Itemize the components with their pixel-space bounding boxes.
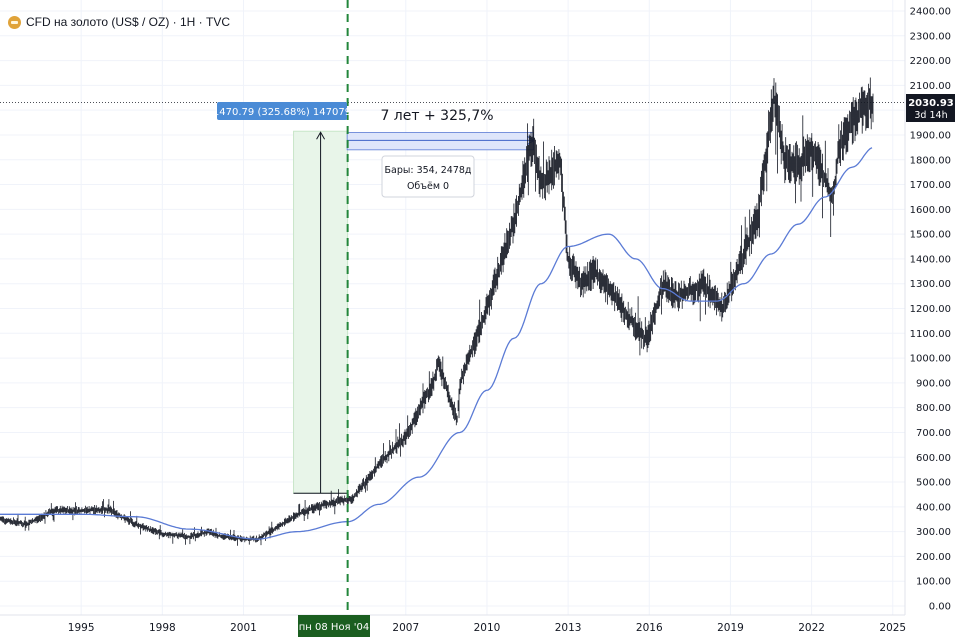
date-range-rect	[346, 132, 534, 151]
crosshair-date-label: пн 08 Ноя '04	[298, 615, 370, 637]
y-tick-label: 100.00	[916, 577, 951, 588]
x-tick-label: 2016	[636, 622, 663, 634]
x-tick-label: 2025	[879, 622, 906, 634]
chart-overlays	[0, 0, 905, 615]
range-bars-text: Бары: 354, 2478д	[384, 165, 471, 176]
y-tick-label: 0.00	[929, 602, 951, 613]
y-tick-label: 1500.00	[910, 230, 951, 241]
y-tick-label: 1800.00	[910, 155, 951, 166]
time-scale[interactable]: 1995 1998 2001 2007 2010 2013 2016 2019 2022 2025	[68, 622, 906, 634]
y-tick-label: 1300.00	[910, 279, 951, 290]
x-tick-label: 2010	[474, 622, 501, 634]
y-tick-label: 1600.00	[910, 205, 951, 216]
range-title: 7 лет + 325,7%	[380, 108, 493, 124]
y-tick-label: 2100.00	[910, 81, 951, 92]
y-tick-label: 700.00	[916, 428, 951, 439]
date-range-measure[interactable]	[346, 132, 535, 151]
x-tick-label: 2022	[798, 622, 825, 634]
measure-label-text: 1470.79 (325.68%) 147079	[213, 107, 351, 118]
bar-countdown: 3d 14h	[914, 110, 947, 121]
gold-bar-icon	[8, 15, 21, 29]
symbol-title: CFD на золото (US$ / OZ) · 1Н · TVC	[26, 15, 230, 29]
y-tick-label: 200.00	[916, 552, 951, 563]
y-tick-label: 500.00	[916, 478, 951, 489]
y-tick-label: 800.00	[916, 403, 951, 414]
time-scale-background	[0, 615, 955, 643]
y-tick-label: 1000.00	[910, 354, 951, 365]
y-tick-label: 900.00	[916, 378, 951, 389]
y-tick-label: 2300.00	[910, 31, 951, 42]
crosshair-date-text: пн 08 Ноя '04	[299, 622, 369, 633]
price-scale[interactable]: 2400.002300.002200.002100.002000.001900.…	[910, 7, 951, 613]
y-tick-label: 1200.00	[910, 304, 951, 315]
y-tick-label: 1100.00	[910, 329, 951, 340]
price-bars-series	[0, 77, 874, 546]
x-tick-label: 1998	[149, 622, 176, 634]
x-tick-label: 2001	[230, 622, 257, 634]
price-range-measure[interactable]	[293, 130, 349, 494]
chart-grid	[0, 0, 905, 615]
symbol-header[interactable]: CFD на золото (US$ / OZ) · 1Н · TVC	[8, 15, 230, 29]
x-tick-label: 2007	[392, 622, 419, 634]
y-tick-label: 1900.00	[910, 130, 951, 141]
moving-average-series	[0, 147, 873, 540]
measure-label: 1470.79 (325.68%) 147079	[213, 102, 351, 120]
price-bars	[0, 77, 874, 546]
y-tick-label: 1700.00	[910, 180, 951, 191]
y-tick-label: 600.00	[916, 453, 951, 464]
y-tick-label: 2400.00	[910, 7, 951, 18]
x-tick-label: 2019	[717, 622, 744, 634]
y-tick-label: 400.00	[916, 502, 951, 513]
y-tick-label: 2200.00	[910, 56, 951, 67]
measure-arrow-head	[316, 131, 326, 140]
current-price-value: 2030.93	[908, 98, 954, 109]
date-range-info-box: Бары: 354, 2478д Объём 0	[381, 155, 475, 198]
y-tick-label: 1400.00	[910, 254, 951, 265]
moving-average-line	[0, 147, 873, 540]
y-tick-label: 300.00	[916, 527, 951, 538]
current-price-label: 2030.93 3d 14h	[906, 94, 955, 122]
x-tick-label: 1995	[68, 622, 95, 634]
x-tick-label: 2013	[555, 622, 582, 634]
range-volume-text: Объём 0	[407, 181, 449, 192]
